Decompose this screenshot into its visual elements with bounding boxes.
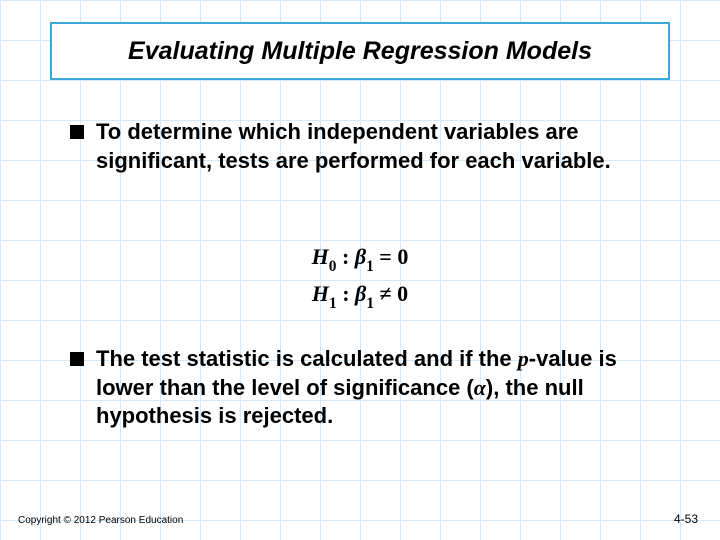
equation-h1: H1 : β1 ≠ 0 xyxy=(0,277,720,314)
slide-title: Evaluating Multiple Regression Models xyxy=(128,37,592,66)
bullet-text-2: The test statistic is calculated and if … xyxy=(96,345,660,431)
slide-content: Evaluating Multiple Regression Models To… xyxy=(0,0,720,540)
copyright-text: Copyright © 2012 Pearson Education xyxy=(18,515,183,526)
bullet-text-1: To determine which independent variables… xyxy=(96,118,660,175)
title-box: Evaluating Multiple Regression Models xyxy=(50,22,670,80)
page-number: 4-53 xyxy=(674,512,698,526)
bullet-item-1: To determine which independent variables… xyxy=(70,118,660,175)
equation-h0: H0 : β1 = 0 xyxy=(0,240,720,277)
hypothesis-equations: H0 : β1 = 0 H1 : β1 ≠ 0 xyxy=(0,240,720,313)
bullet-marker-icon xyxy=(70,352,84,366)
bullet-item-2: The test statistic is calculated and if … xyxy=(70,345,660,431)
bullet-marker-icon xyxy=(70,125,84,139)
